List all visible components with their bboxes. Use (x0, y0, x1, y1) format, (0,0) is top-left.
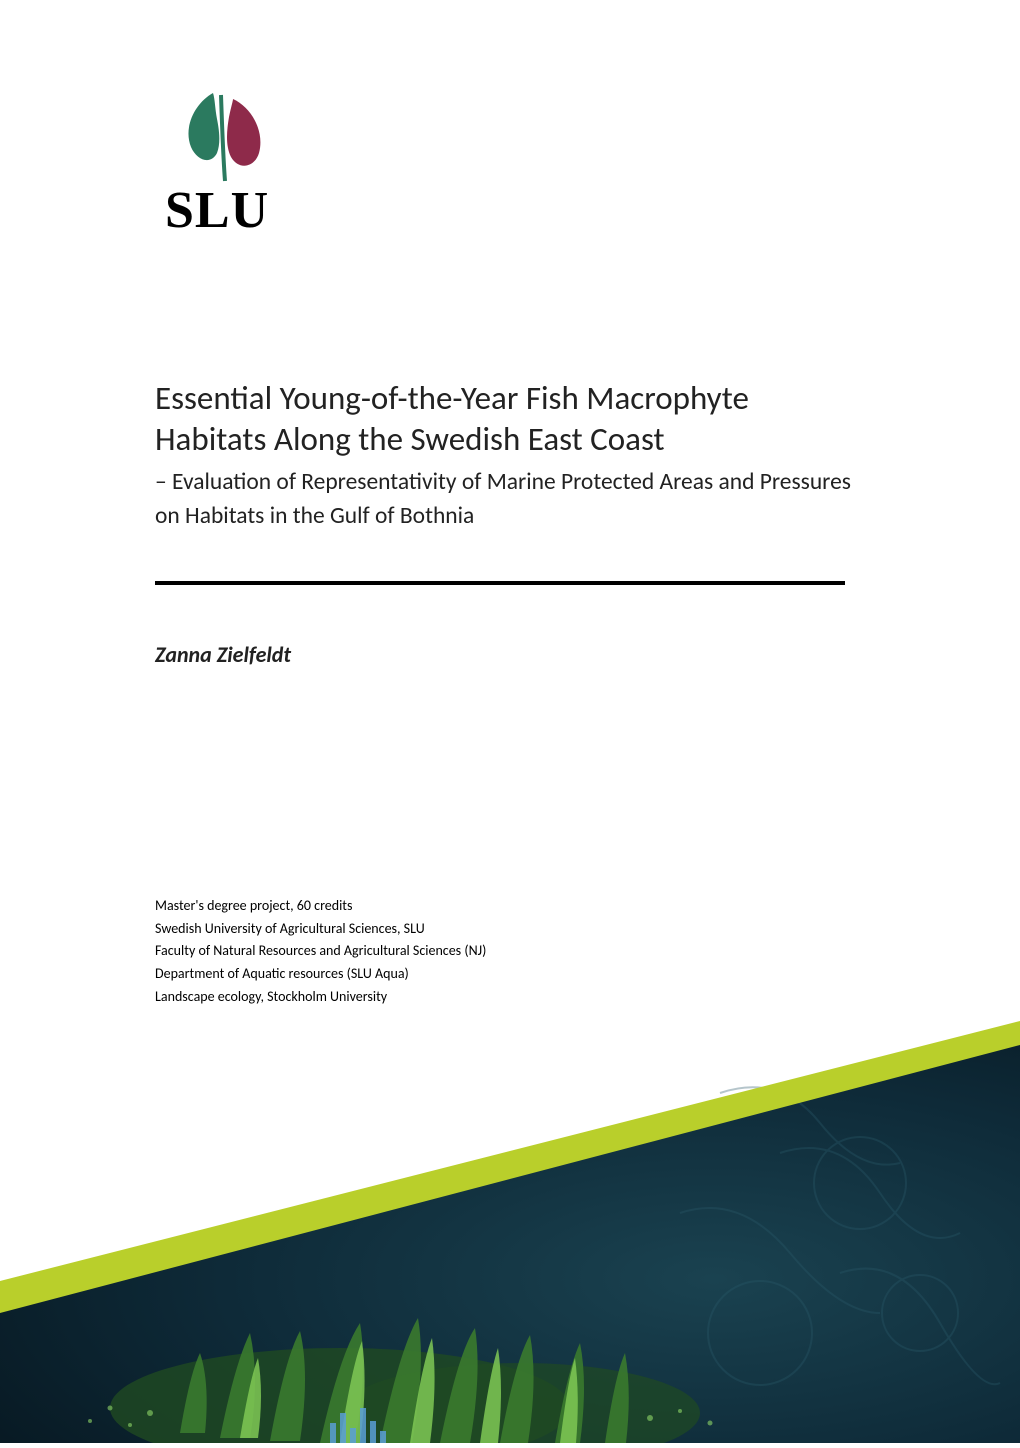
slu-logo: SLU (155, 85, 300, 240)
title-block: Essential Young-of-the-Year Fish Macroph… (155, 378, 865, 668)
page-root: SLU Essential Young-of-the-Year Fish Mac… (0, 0, 1020, 1443)
title-divider (155, 581, 845, 585)
metadata-line: Swedish University of Agricultural Scien… (155, 918, 486, 940)
metadata-line: Department of Aquatic resources (SLU Aqu… (155, 963, 486, 985)
footer-artwork (0, 1013, 1020, 1443)
subtitle: – Evaluation of Representativity of Mari… (155, 465, 865, 533)
author-name: Zanna Zielfeldt (155, 641, 865, 668)
metadata-line: Faculty of Natural Resources and Agricul… (155, 940, 486, 962)
subtitle-text: Evaluation of Representativity of Marine… (155, 468, 851, 530)
subtitle-prefix: – (155, 468, 167, 496)
svg-text:SLU: SLU (165, 182, 269, 239)
metadata-line: Landscape ecology, Stockholm University (155, 986, 486, 1008)
title-main: Essential Young-of-the-Year Fish Macroph… (155, 378, 865, 461)
metadata-line: Master's degree project, 60 credits (155, 895, 486, 917)
metadata-block: Master's degree project, 60 credits Swed… (155, 895, 486, 1008)
